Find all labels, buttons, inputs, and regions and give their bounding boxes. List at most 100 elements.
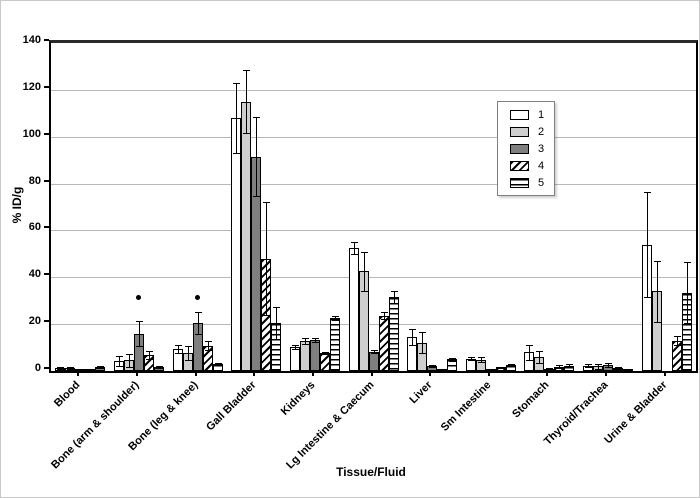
error-bar-cap-top	[174, 344, 182, 346]
y-tick-label: 20	[28, 315, 41, 328]
plot-area	[49, 40, 698, 373]
grid-line-y20	[51, 324, 696, 326]
error-bar-cap-top	[360, 251, 368, 253]
error-bar	[324, 351, 326, 355]
error-bar-cap-bottom	[311, 342, 319, 344]
error-bar-cap-top	[135, 321, 143, 323]
error-bar	[608, 362, 610, 367]
error-bar-cap-bottom	[174, 353, 182, 355]
y-tick-label: 60	[28, 221, 41, 234]
bar-series-5	[388, 297, 399, 371]
y-axis-tick	[44, 320, 49, 323]
error-bar-cap-top	[605, 362, 613, 364]
error-bar-cap-top	[477, 357, 485, 359]
error-bar	[422, 332, 424, 354]
error-bar-cap-top	[536, 350, 544, 352]
error-bar-cap-bottom	[390, 303, 398, 305]
bar-series-3	[309, 340, 320, 371]
legend-swatch-fill-icon	[510, 110, 529, 120]
y-axis-tick	[44, 85, 49, 88]
legend-entry-2: 2	[510, 126, 544, 138]
x-axis-title: Tissue/Fluid	[336, 465, 406, 479]
error-bar	[646, 191, 648, 298]
error-bar	[276, 306, 278, 340]
error-bar-cap-bottom	[546, 369, 554, 371]
error-bar-cap-top	[390, 291, 398, 293]
legend-swatch-horizontal-lines-icon	[510, 178, 529, 188]
x-category-label: Lg Intestine & Caecum	[283, 379, 376, 472]
error-bar-cap-top	[184, 345, 192, 347]
error-bar-cap-top	[507, 363, 515, 365]
bar-series-4	[319, 352, 330, 371]
error-bar-cap-bottom	[615, 368, 623, 370]
error-bar	[148, 350, 150, 360]
error-bar-cap-top	[331, 315, 339, 317]
y-axis-tick	[44, 273, 49, 276]
error-bar-cap-top	[653, 260, 661, 262]
error-bar	[314, 337, 316, 343]
grid-line-y60	[51, 230, 696, 232]
y-tick-label: 80	[28, 174, 41, 187]
error-bar-cap-bottom	[380, 319, 388, 321]
error-bar-cap-top	[595, 363, 603, 365]
error-bar-cap-bottom	[566, 366, 574, 368]
error-bar	[373, 350, 375, 353]
error-bar-cap-bottom	[184, 359, 192, 361]
error-bar-cap-bottom	[625, 369, 633, 371]
error-bar	[118, 356, 120, 366]
error-bar-cap-top	[233, 82, 241, 84]
bar-series-4	[378, 315, 389, 371]
error-bar	[197, 312, 199, 334]
legend-label: 3	[538, 142, 545, 155]
error-bar-cap-bottom	[653, 321, 661, 323]
error-bar	[569, 364, 571, 367]
x-category-label: Sm Intestine	[438, 379, 494, 434]
error-bar-cap-top	[439, 368, 447, 370]
error-bar	[177, 344, 179, 354]
error-bar-cap-top	[291, 344, 299, 346]
legend-label: 4	[538, 159, 545, 172]
error-bar-cap-top	[380, 312, 388, 314]
x-axis-tick	[487, 371, 490, 376]
error-bar-cap-bottom	[683, 322, 691, 324]
error-bar-cap-top	[311, 337, 319, 339]
error-bar	[412, 328, 414, 346]
error-bar-cap-bottom	[155, 367, 163, 369]
error-bar	[383, 312, 385, 320]
legend-entry-5: 5	[510, 177, 544, 189]
x-axis-tick	[605, 371, 608, 376]
error-bar-cap-bottom	[477, 361, 485, 363]
error-bar	[246, 69, 248, 134]
x-category-label: Gall Bladder	[204, 379, 259, 434]
y-tick-label: 40	[28, 268, 41, 281]
x-axis-tick	[370, 371, 373, 376]
error-bar-cap-top	[67, 367, 75, 369]
error-bar	[266, 202, 268, 315]
error-bar	[128, 353, 130, 367]
y-axis-tick	[44, 367, 49, 369]
x-category-label: Liver	[407, 379, 435, 407]
error-bar-cap-top	[497, 366, 505, 368]
error-bar-cap-top	[115, 356, 123, 358]
bar-series-1	[289, 346, 300, 371]
x-category-label: Thyroid/Trachea	[541, 379, 611, 448]
bar-series-5	[329, 318, 340, 371]
error-bar	[207, 341, 209, 350]
error-bar-cap-bottom	[135, 345, 143, 347]
error-bar	[529, 344, 531, 360]
y-tick-label: 100	[22, 127, 41, 140]
x-axis-tick	[311, 371, 314, 376]
y-tick-label: 140	[22, 34, 41, 46]
x-category-label: Bone (arm & shoulder)	[49, 379, 142, 472]
error-bar	[559, 365, 561, 368]
legend-entry-1: 1	[510, 109, 544, 121]
error-bar-cap-bottom	[125, 367, 133, 369]
error-bar-cap-top	[125, 353, 133, 355]
error-bar	[480, 357, 482, 362]
error-bar-cap-top	[155, 365, 163, 367]
error-bar-cap-top	[467, 356, 475, 358]
error-bar-cap-bottom	[263, 314, 271, 316]
legend-label: 2	[538, 125, 545, 138]
error-bar-cap-bottom	[673, 345, 681, 347]
legend-label: 1	[538, 108, 545, 121]
